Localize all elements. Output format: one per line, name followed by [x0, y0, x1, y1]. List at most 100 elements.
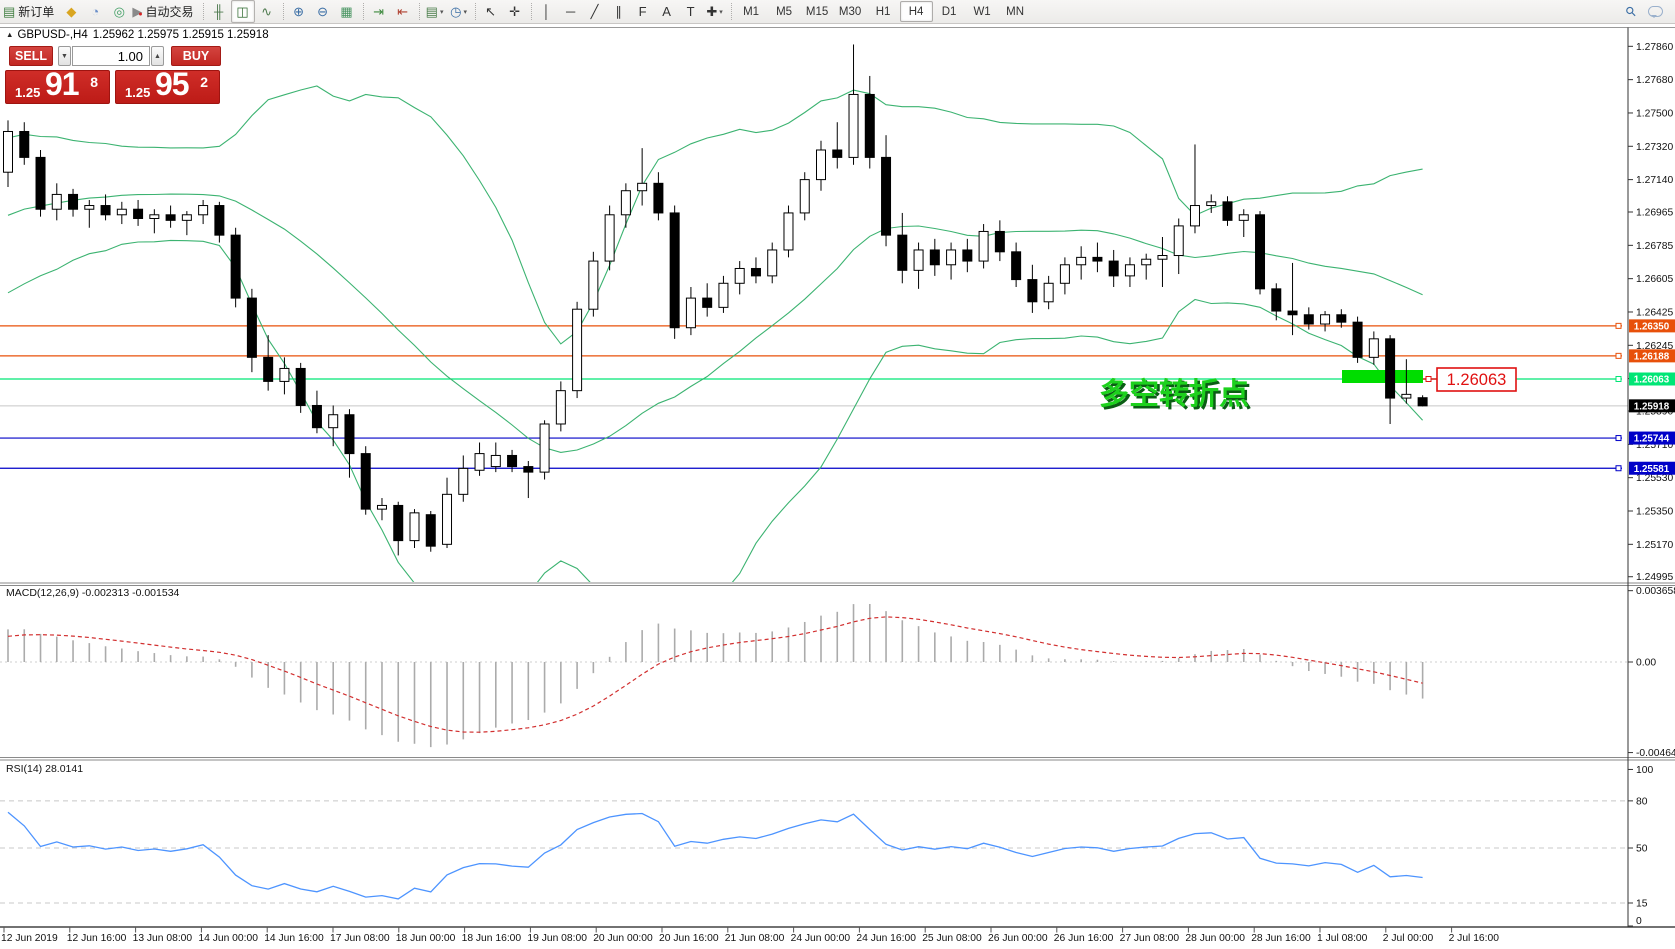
- chat-button[interactable]: [1643, 0, 1667, 23]
- chevron-down-icon: ▾: [719, 8, 723, 16]
- price-callout-box[interactable]: [1436, 367, 1517, 392]
- candle-body: [1092, 256, 1103, 262]
- community-button[interactable]: ◔: [83, 0, 107, 23]
- zoom-out-button[interactable]: ⊖: [311, 0, 335, 23]
- symbol-ohlc-values: 1.25962 1.25975 1.25915 1.25918: [92, 29, 269, 41]
- timeframe-m30-button[interactable]: M30: [838, 5, 862, 18]
- time-axis-label: 25 Jun 08:00: [922, 933, 982, 944]
- new-chart-button[interactable]: ▤ ▾: [423, 0, 447, 23]
- new-order-button[interactable]: ▤ 新订单: [2, 0, 59, 23]
- autotrade-button[interactable]: ▶ ● 自动交易: [131, 0, 198, 23]
- period-clock-button[interactable]: ◷ ▾: [447, 0, 471, 23]
- label-button[interactable]: T: [679, 0, 703, 23]
- candle-body: [978, 230, 989, 262]
- ask-price-box[interactable]: 1.25 95 2: [115, 66, 220, 104]
- candle-body: [783, 212, 794, 251]
- tile-windows-button[interactable]: ▦: [335, 0, 359, 23]
- search-button[interactable]: ⚲: [1619, 0, 1643, 23]
- timeframe-h4-button[interactable]: H4: [899, 1, 933, 22]
- bid-price-box[interactable]: 1.25 91 8: [5, 66, 110, 104]
- market-depth-button[interactable]: ◆: [59, 0, 83, 23]
- candle-body: [604, 214, 615, 262]
- autoscroll-button[interactable]: ⇥: [367, 0, 391, 23]
- time-axis-label: 20 Jun 00:00: [593, 933, 653, 944]
- candle-body: [51, 193, 62, 210]
- candle-body: [832, 149, 843, 158]
- signals-button[interactable]: ◎: [107, 0, 131, 23]
- timeframe-m5-button[interactable]: M5: [776, 5, 793, 18]
- candle-body: [620, 190, 631, 216]
- volume-down-button[interactable]: ▼: [58, 46, 71, 66]
- fibonacci-button[interactable]: F: [631, 0, 655, 23]
- time-axis-label: 12 Jun 16:00: [67, 933, 127, 944]
- candle-body: [1011, 251, 1022, 281]
- text-icon: A: [662, 4, 671, 19]
- bollinger-band-line: [7, 85, 1423, 345]
- line-handle[interactable]: [1615, 465, 1622, 472]
- toolbar-separator: [202, 3, 204, 20]
- candle-body: [929, 249, 940, 266]
- bar-chart-button[interactable]: ╫: [207, 0, 231, 23]
- timeframe-mn-button[interactable]: MN: [1006, 5, 1024, 18]
- tile-windows-icon: ▦: [340, 4, 353, 19]
- rsi-name: RSI(14): [6, 763, 43, 775]
- candle-body: [653, 182, 664, 214]
- volume-input[interactable]: [72, 46, 150, 66]
- candle-body: [718, 282, 729, 308]
- ask-prefix: 1.25: [125, 85, 151, 100]
- timeframe-w1-button[interactable]: W1: [973, 5, 991, 18]
- line-handle[interactable]: [1615, 435, 1622, 442]
- axis-tick-label: 1.26785: [1636, 241, 1673, 252]
- ask-pip-fraction: 2: [200, 74, 208, 90]
- vertical-line-button[interactable]: │: [535, 0, 559, 23]
- buy-button[interactable]: BUY: [171, 46, 221, 66]
- cursor-button[interactable]: ↖: [479, 0, 503, 23]
- candle-body: [1287, 310, 1298, 316]
- sell-button[interactable]: SELL: [9, 46, 53, 66]
- candle-body: [734, 267, 745, 284]
- macd-pane[interactable]: [0, 604, 1628, 748]
- chart-header: ▲ GBPUSD-,H4 1.25962 1.25975 1.25915 1.259…: [6, 29, 269, 41]
- collapse-panel-icon[interactable]: ▲: [6, 29, 14, 39]
- line-chart-button[interactable]: ∿: [255, 0, 279, 23]
- time-axis-label: 2 Jul 00:00: [1383, 933, 1434, 944]
- time-axis-label: 28 Jun 00:00: [1185, 933, 1245, 944]
- volume-up-button[interactable]: ▲: [151, 46, 164, 66]
- price-line-badge: [1629, 319, 1675, 333]
- candle-body: [214, 205, 225, 236]
- text-button[interactable]: A: [655, 0, 679, 23]
- line-handle[interactable]: [1615, 322, 1622, 329]
- candle-chart-icon: ◫: [236, 4, 249, 19]
- channel-button[interactable]: ∥: [607, 0, 631, 23]
- trendline-button[interactable]: ╱: [583, 0, 607, 23]
- period-clock-icon: ◷: [450, 4, 462, 19]
- one-click-trading-panel: SELL ▼ ▲ BUY 1.25 91 8 1.25 95 2: [5, 46, 221, 106]
- candle-body: [946, 249, 957, 266]
- timeframe-d1-button[interactable]: D1: [941, 5, 957, 18]
- cursor-icon: ↖: [485, 4, 497, 19]
- horizontal-line-button[interactable]: ─: [559, 0, 583, 23]
- chart-shift-button[interactable]: ⇤: [391, 0, 415, 23]
- shapes-button[interactable]: ✚ ▾: [703, 0, 727, 23]
- rsi-pane[interactable]: [0, 800, 1628, 904]
- autotrade-icon: ▶: [132, 4, 143, 19]
- line-handle[interactable]: [1615, 352, 1622, 359]
- candle-body: [360, 453, 371, 510]
- search-icon: ⚲: [1622, 2, 1640, 21]
- zoom-in-button[interactable]: ⊕: [287, 0, 311, 23]
- annotation-text[interactable]: 多空转折点: [1099, 378, 1249, 411]
- candle-body: [1303, 314, 1314, 325]
- candle-chart-button[interactable]: ◫: [230, 0, 255, 23]
- candle-body: [750, 267, 761, 277]
- crosshair-button[interactable]: ✛: [503, 0, 527, 23]
- candle-body: [133, 208, 144, 219]
- channel-icon: ∥: [615, 4, 622, 19]
- timeframe-h1-button[interactable]: H1: [875, 5, 891, 18]
- line-handle[interactable]: [1615, 376, 1622, 382]
- timeframe-m1-button[interactable]: M1: [743, 5, 760, 18]
- candle-body: [458, 467, 469, 495]
- highlight-box[interactable]: [1342, 370, 1423, 383]
- timeframe-m15-button[interactable]: M15: [805, 5, 829, 18]
